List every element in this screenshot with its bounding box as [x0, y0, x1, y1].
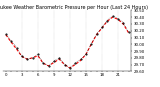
- Title: Milwaukee Weather Barometric Pressure per Hour (Last 24 Hours): Milwaukee Weather Barometric Pressure pe…: [0, 5, 148, 10]
